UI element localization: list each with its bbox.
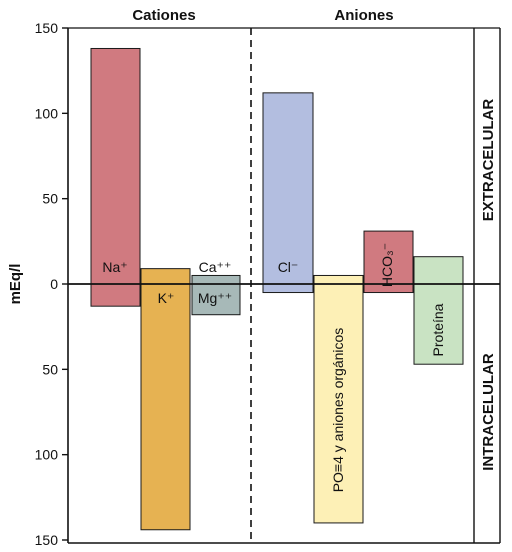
bar-po4 [313, 274, 364, 524]
bar-ca [191, 274, 241, 285]
bar-label-cl: Cl⁻ [278, 259, 299, 275]
bar-label-prot: Proteína [430, 303, 446, 356]
y-tick-label: 50 [42, 361, 58, 377]
y-tick-label: 150 [35, 20, 59, 36]
bar-label-k: K⁺ [158, 290, 175, 306]
bar-label-na: Na⁺ [102, 259, 127, 275]
region-label-bottom: INTRACELULAR [480, 353, 497, 471]
bar-k [140, 268, 191, 531]
group-header-cationes: Cationes [132, 7, 195, 24]
y-tick-label: 0 [50, 276, 58, 292]
region-label-top: EXTRACELULAR [480, 99, 497, 222]
y-tick-label: 100 [35, 105, 59, 121]
y-tick-label: 100 [35, 447, 59, 463]
bar-label-hco3: HCO₃⁻ [379, 243, 395, 287]
y-axis-label: mEq/l [7, 264, 24, 305]
bar-cl [262, 92, 314, 294]
y-tick-label: 150 [35, 532, 59, 548]
group-header-aniones: Aniones [334, 7, 393, 24]
bar-na [90, 47, 141, 307]
bar-mg [191, 283, 241, 316]
bar-label-mg: Mg⁺⁺ [198, 290, 232, 306]
bar-hco3 [363, 230, 414, 294]
y-tick-label: 50 [42, 191, 58, 207]
bar-label-po4: PO≡4 y aniones orgánicos [330, 328, 346, 493]
bar-prot [413, 256, 464, 365]
bar-label-ca: Ca⁺⁺ [199, 259, 232, 275]
